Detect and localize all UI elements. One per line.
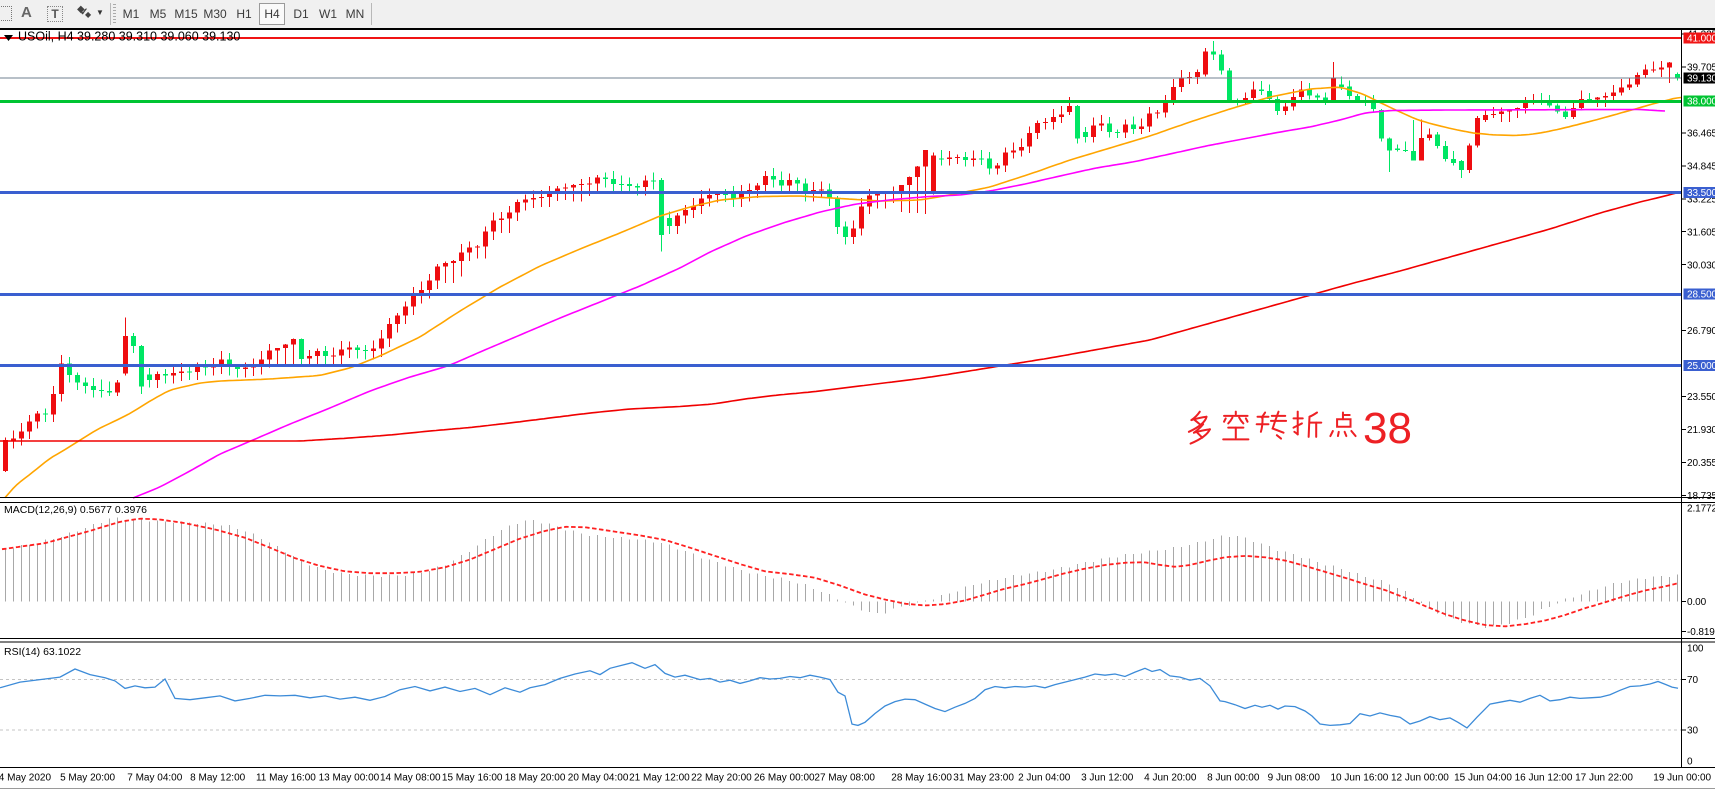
svg-text:25.000: 25.000 (1687, 361, 1715, 372)
svg-text:22 May 20:00: 22 May 20:00 (691, 773, 752, 784)
svg-text:18.735: 18.735 (1687, 491, 1715, 502)
svg-text:26.790: 26.790 (1687, 326, 1715, 337)
svg-text:MACD(12,26,9) 0.5677 0.3976: MACD(12,26,9) 0.5677 0.3976 (4, 504, 147, 516)
svg-text:20 May 04:00: 20 May 04:00 (568, 773, 629, 784)
svg-text:4 Jun 20:00: 4 Jun 20:00 (1144, 773, 1197, 784)
svg-text:8 May 12:00: 8 May 12:00 (190, 773, 245, 784)
svg-text:12 Jun 00:00: 12 Jun 00:00 (1391, 773, 1449, 784)
svg-text:16 Jun 12:00: 16 Jun 12:00 (1515, 773, 1573, 784)
svg-text:5 May 20:00: 5 May 20:00 (60, 773, 115, 784)
svg-text:39.130: 39.130 (1687, 73, 1715, 84)
svg-text:0.00: 0.00 (1687, 597, 1707, 608)
svg-text:15 May 16:00: 15 May 16:00 (442, 773, 503, 784)
svg-text:20.355: 20.355 (1687, 458, 1715, 469)
svg-text:34.845: 34.845 (1687, 161, 1715, 172)
svg-text:38.000: 38.000 (1687, 96, 1715, 107)
svg-text:31.605: 31.605 (1687, 227, 1715, 238)
svg-text:14 May 08:00: 14 May 08:00 (380, 773, 441, 784)
svg-text:30: 30 (1687, 725, 1698, 736)
svg-text:11 May 16:00: 11 May 16:00 (256, 773, 316, 784)
svg-text:21 May 12:00: 21 May 12:00 (629, 773, 690, 784)
svg-text:15 Jun 04:00: 15 Jun 04:00 (1454, 773, 1512, 784)
svg-text:0: 0 (1687, 757, 1693, 768)
svg-text:33.500: 33.500 (1687, 188, 1715, 199)
svg-text:18 May 20:00: 18 May 20:00 (505, 773, 566, 784)
svg-text:70: 70 (1687, 675, 1698, 686)
svg-text:21.930: 21.930 (1687, 425, 1715, 436)
svg-text:28 May 16:00: 28 May 16:00 (891, 773, 952, 784)
svg-text:28.500: 28.500 (1687, 290, 1715, 301)
svg-text:-0.819: -0.819 (1687, 627, 1715, 638)
svg-text:39.705: 39.705 (1687, 63, 1715, 74)
svg-text:USOil, H4 39.280 39.310 39.06: USOil, H4 39.280 39.310 39.060 39.130 (18, 30, 240, 44)
svg-text:9 Jun 08:00: 9 Jun 08:00 (1268, 773, 1321, 784)
svg-text:38: 38 (1363, 404, 1412, 453)
svg-text:13 May 00:00: 13 May 00:00 (319, 773, 380, 784)
svg-text:2.1772: 2.1772 (1687, 504, 1715, 515)
svg-text:23.550: 23.550 (1687, 392, 1715, 403)
svg-text:2 Jun 04:00: 2 Jun 04:00 (1018, 773, 1071, 784)
svg-text:3 Jun 12:00: 3 Jun 12:00 (1081, 773, 1134, 784)
svg-text:33.225: 33.225 (1687, 194, 1715, 205)
svg-text:27 May 08:00: 27 May 08:00 (814, 773, 875, 784)
svg-text:19 Jun 00:00: 19 Jun 00:00 (1653, 773, 1711, 784)
svg-text:RSI(14) 63.1022: RSI(14) 63.1022 (4, 646, 81, 658)
svg-text:10 Jun 16:00: 10 Jun 16:00 (1330, 773, 1388, 784)
svg-text:26 May 00:00: 26 May 00:00 (754, 773, 815, 784)
svg-text:4 May 2020: 4 May 2020 (0, 773, 51, 784)
svg-text:7 May 04:00: 7 May 04:00 (127, 773, 182, 784)
svg-text:100: 100 (1687, 644, 1704, 655)
svg-text:31 May 23:00: 31 May 23:00 (953, 773, 1014, 784)
svg-text:30.030: 30.030 (1687, 260, 1715, 271)
svg-text:36.465: 36.465 (1687, 129, 1715, 140)
svg-text:8 Jun 00:00: 8 Jun 00:00 (1207, 773, 1260, 784)
svg-text:41.000: 41.000 (1687, 34, 1715, 45)
svg-text:17 Jun 22:00: 17 Jun 22:00 (1575, 773, 1633, 784)
